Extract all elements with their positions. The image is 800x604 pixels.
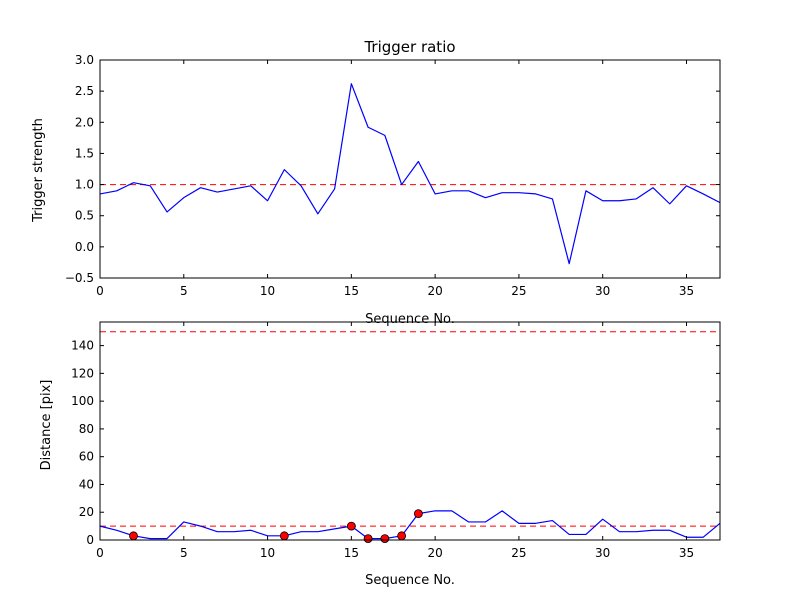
x-tick-label: 20 (427, 546, 442, 560)
plot-marks: 0 5 10 15 20 25 30 35 0 20 40 60 80 100 120 140 (71, 321, 721, 560)
series-line (99, 83, 721, 265)
axes-frame (99, 59, 721, 279)
y-tick-label: −0.5 (65, 271, 94, 285)
x-tick-label: 35 (679, 546, 694, 560)
y-tick-label: 0 (86, 533, 94, 547)
chart-title: Trigger ratio (363, 38, 455, 56)
y-tick-label: 2.5 (75, 84, 94, 98)
data-point (397, 531, 407, 541)
data-point (346, 521, 356, 531)
y-tick-label: 20 (79, 505, 94, 519)
y-axis-label: Trigger strength (31, 118, 46, 223)
y-tick-label: 1.5 (75, 146, 94, 160)
y-tick-label: 1.0 (75, 178, 94, 192)
y-tick-label: 0.0 (75, 240, 94, 254)
axes-frame (99, 321, 721, 541)
x-tick-label: 20 (427, 284, 442, 298)
x-tick-label: 30 (595, 284, 610, 298)
x-tick-label: 5 (180, 546, 188, 560)
x-tick-label: 0 (96, 284, 104, 298)
data-point (129, 531, 138, 541)
x-tick-label: 15 (344, 284, 359, 298)
y-axis-label: Distance [pix] (39, 380, 54, 471)
y-tick-label: 2.0 (75, 115, 94, 129)
x-tick-label: 25 (511, 546, 526, 560)
y-tick-label: 3.0 (75, 53, 94, 67)
y-tick-label: 140 (71, 339, 94, 353)
data-point (279, 531, 289, 541)
y-tick-label: 60 (79, 450, 94, 464)
x-tick-label: 0 (96, 546, 104, 560)
series-line (99, 510, 721, 540)
plot-marks: 0 5 10 15 20 25 30 35 −0.5 0.0 0.5 1.0 1.5 2.0 2.5 3.0 (65, 53, 721, 298)
data-point (363, 534, 373, 544)
x-axis-label: Sequence No. (365, 312, 455, 327)
x-tick-label: 15 (344, 546, 359, 560)
y-tick-label: 80 (79, 422, 94, 436)
y-tick-label: 120 (71, 366, 94, 380)
x-tick-label: 30 (595, 546, 610, 560)
x-tick-label: 10 (260, 284, 275, 298)
x-tick-label: 10 (260, 546, 275, 560)
x-tick-label: 5 (180, 284, 188, 298)
distance-subplot: Sequence No. Distance [pix] 0 5 10 15 20 25 30… (39, 321, 721, 588)
trigger-ratio-subplot: Trigger ratio Sequence No. Trigger stren… (31, 38, 721, 327)
data-point (413, 509, 423, 519)
x-tick-label: 25 (511, 284, 526, 298)
y-tick-label: 100 (71, 394, 94, 408)
data-point (380, 534, 390, 544)
x-axis-label: Sequence No. (365, 573, 455, 588)
y-tick-label: 0.5 (75, 209, 94, 223)
y-tick-label: 40 (79, 477, 94, 491)
x-tick-label: 35 (679, 284, 694, 298)
